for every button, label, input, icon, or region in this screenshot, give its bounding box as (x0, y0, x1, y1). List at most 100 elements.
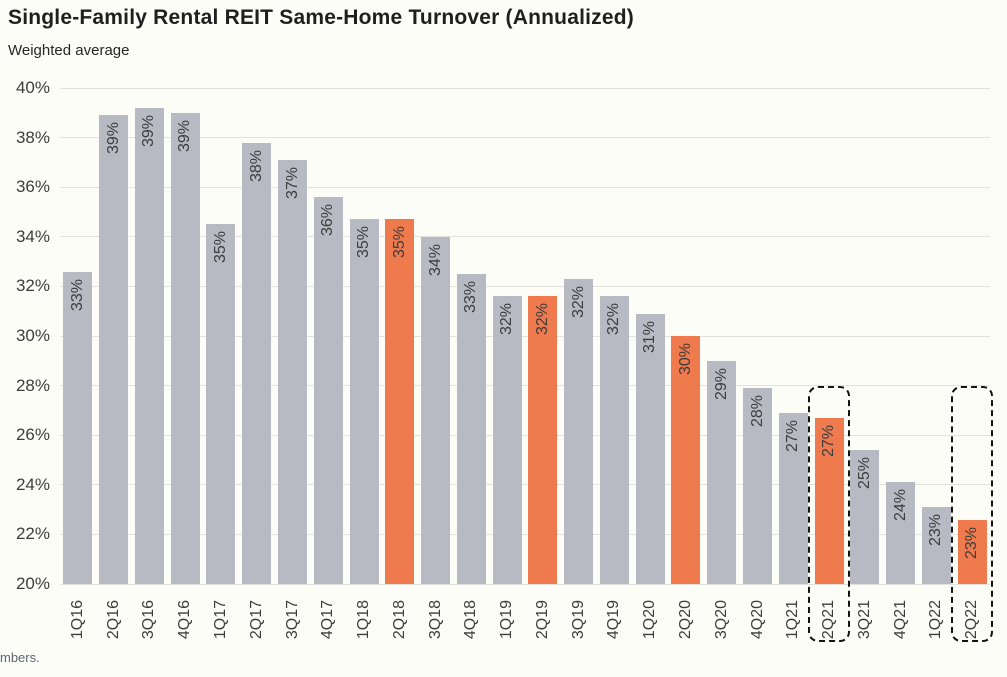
bar: 37% (278, 159, 307, 584)
bar: 35% (206, 224, 236, 584)
bar-value-label: 29% (712, 367, 730, 400)
x-tick-label: 1Q21 (784, 600, 802, 640)
bar-value-label: 27% (784, 419, 802, 452)
x-tick-label: 1Q16 (68, 600, 86, 640)
bar-value-label: 33% (68, 278, 86, 311)
bar: 27% (778, 412, 808, 584)
bar: 28% (743, 388, 772, 584)
bar: 36% (313, 197, 343, 584)
bar: 33% (63, 271, 93, 584)
bar-value-label: 39% (176, 119, 194, 152)
bar: 23% (921, 507, 951, 584)
bar-highlighted: 32% (528, 296, 558, 584)
bar: 34% (421, 236, 451, 584)
bar-value-label: 30% (676, 343, 694, 376)
y-tick-label: 38% (15, 127, 50, 147)
y-gridline (60, 434, 990, 436)
y-tick-label: 28% (15, 375, 50, 395)
y-tick-label: 40% (15, 78, 50, 97)
bar: 24% (886, 482, 916, 584)
bar-value-label: 35% (211, 231, 229, 264)
x-tick-label: 4Q20 (748, 600, 766, 640)
dashed-highlight-box (951, 385, 994, 642)
bar-value-label: 32% (569, 285, 587, 318)
x-tick-label: 4Q21 (891, 600, 909, 640)
chart-subtitle: Weighted average (8, 42, 130, 59)
bar-value-label: 31% (641, 320, 659, 353)
y-tick-label: 26% (15, 425, 50, 445)
bar-highlighted: 23% (957, 519, 987, 584)
bar: 32% (564, 278, 594, 584)
bar-value-label: 37% (283, 166, 301, 199)
x-tick-label: 3Q16 (140, 600, 158, 640)
x-tick-label: 2Q17 (247, 600, 265, 640)
bar-value-label: 28% (748, 395, 766, 428)
x-tick-label: 3Q21 (855, 600, 873, 640)
bar: 33% (456, 274, 486, 584)
bar-value-label: 24% (891, 489, 909, 522)
y-gridline (60, 385, 990, 387)
x-tick-label: 1Q22 (927, 600, 945, 640)
footnote-fragment: mbers. (0, 650, 40, 665)
y-gridline (60, 285, 990, 287)
x-tick-label: 4Q17 (319, 600, 337, 640)
y-tick-label: 32% (15, 276, 50, 296)
bar-highlighted: 27% (814, 417, 844, 584)
bar-value-label: 32% (605, 303, 623, 336)
bar: 29% (707, 360, 737, 584)
y-gridline (60, 137, 990, 139)
y-tick-label: 30% (15, 326, 50, 345)
y-gridline (60, 186, 990, 188)
x-tick-label: 1Q19 (498, 600, 516, 640)
x-tick-label: 4Q16 (176, 600, 194, 640)
bar-value-label: 35% (355, 226, 373, 259)
bar-value-label: 32% (498, 303, 516, 336)
bar-value-label: 34% (426, 243, 444, 276)
x-tick-label: 1Q20 (641, 600, 659, 640)
bar-value-label: 23% (927, 514, 945, 547)
bar-value-label: 39% (140, 114, 158, 147)
bar: 39% (134, 107, 164, 584)
x-tick-label: 2Q18 (390, 600, 408, 640)
chart-title: Single-Family Rental REIT Same-Home Turn… (8, 6, 634, 29)
x-tick-label: 4Q19 (605, 600, 623, 640)
bar: 38% (242, 142, 272, 584)
bar: 32% (492, 296, 522, 584)
bar-value-label: 32% (533, 303, 551, 336)
dashed-highlight-box (808, 385, 851, 642)
y-tick-label: 24% (15, 474, 50, 494)
y-gridline (60, 87, 990, 89)
y-gridline (60, 236, 990, 238)
y-gridline (60, 335, 990, 337)
bar: 31% (635, 313, 665, 584)
bar: 25% (850, 450, 880, 584)
bar-highlighted: 35% (385, 219, 415, 584)
x-tick-label: 1Q17 (211, 600, 229, 640)
y-tick-label: 36% (15, 177, 50, 197)
y-tick-label: 34% (15, 226, 50, 246)
y-tick-label: 20% (15, 574, 50, 593)
y-gridline (60, 484, 990, 486)
bar: 39% (99, 115, 129, 584)
x-tick-label: 3Q20 (712, 600, 730, 640)
x-tick-label: 2Q16 (104, 600, 122, 640)
bar-value-label: 35% (390, 226, 408, 259)
y-tick-label: 22% (15, 524, 50, 544)
x-tick-label: 2Q20 (676, 600, 694, 640)
x-tick-label: 1Q18 (355, 600, 373, 640)
bar-highlighted: 30% (671, 336, 701, 584)
bar: 35% (349, 219, 379, 584)
x-tick-label: 4Q18 (462, 600, 480, 640)
x-tick-label: 3Q18 (426, 600, 444, 640)
x-tick-label: 2Q19 (533, 600, 551, 640)
bar-value-label: 39% (104, 122, 122, 155)
bar-value-label: 38% (247, 149, 265, 182)
bar-value-label: 25% (855, 457, 873, 490)
bar: 39% (170, 112, 200, 584)
bar-value-label: 33% (462, 281, 480, 314)
x-tick-label: 3Q19 (569, 600, 587, 640)
bar: 32% (599, 296, 629, 584)
x-tick-label: 3Q17 (283, 600, 301, 640)
y-gridline (60, 583, 990, 585)
